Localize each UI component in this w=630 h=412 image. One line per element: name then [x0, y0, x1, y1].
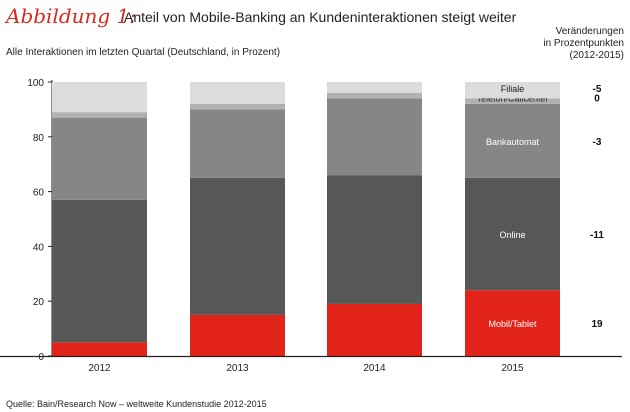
change-value: -11	[590, 230, 604, 241]
bar-segment-mobil-tablet-2012	[52, 342, 147, 356]
bar-segment-online-2015	[465, 177, 560, 291]
bar-segment-bankautomat-2012	[52, 117, 147, 200]
bar-segment-filiale-2014	[327, 82, 422, 93]
change-value: 19	[591, 319, 603, 330]
x-tick-label: 2014	[363, 363, 386, 374]
bar-segment-filiale-2013	[190, 82, 285, 104]
bar-segment-online-2013	[190, 177, 285, 315]
bar-segment-mobil-tablet-2015	[465, 290, 560, 356]
bar-segment-bankautomat-2015	[465, 103, 560, 178]
bar-segment-online-2012	[52, 199, 147, 343]
bar-segment-telefon-callcenter-2012	[52, 112, 147, 118]
x-tick-label: 2013	[226, 363, 249, 374]
change-value: -3	[593, 137, 602, 148]
bar-segment-mobil-tablet-2013	[190, 314, 285, 356]
bar-segment-mobil-tablet-2014	[327, 303, 422, 356]
y-tick-label: 60	[33, 188, 45, 199]
change-value: -5	[593, 84, 602, 95]
bar-segment-online-2014	[327, 175, 422, 304]
change-header-line: in Prozentpunkten	[543, 38, 624, 49]
y-tick-label: 80	[33, 133, 45, 144]
chart-title: Anteil von Mobile-Banking an Kundeninter…	[124, 9, 517, 25]
x-tick-label: 2012	[88, 363, 111, 374]
chart-subtitle: Alle Interaktionen im letzten Quartal (D…	[6, 47, 281, 58]
bar-segment-bankautomat-2014	[327, 98, 422, 176]
segment-label: Bankautomat	[486, 137, 540, 147]
change-header-line: (2012-2015)	[569, 50, 624, 61]
change-header-line: Veränderungen	[555, 26, 624, 37]
y-tick-label: 0	[38, 352, 44, 363]
y-tick-label: 20	[33, 297, 45, 308]
bar-segment-telefon-callcenter-2015	[465, 98, 560, 104]
x-tick-label: 2015	[501, 363, 524, 374]
bar-segment-filiale-2012	[52, 82, 147, 113]
y-tick-label: 100	[27, 78, 44, 89]
segment-label: Filiale	[501, 84, 525, 94]
change-value: 0	[594, 93, 600, 104]
source-note: Quelle: Bain/Research Now – weltweite Ku…	[6, 399, 267, 409]
segment-label: Mobil/Tablet	[488, 319, 537, 329]
figure-label: Abbildung 1:	[6, 4, 137, 28]
bar-segment-telefon-callcenter-2014	[327, 92, 422, 99]
bar-segment-filiale-2015	[465, 82, 560, 99]
change-header: Veränderungen in Prozentpunkten (2012-20…	[543, 26, 624, 62]
bar-segment-telefon-callcenter-2013	[190, 103, 285, 110]
bar-segment-bankautomat-2013	[190, 109, 285, 178]
segment-label: Online	[499, 230, 525, 240]
y-tick-label: 40	[33, 242, 45, 253]
